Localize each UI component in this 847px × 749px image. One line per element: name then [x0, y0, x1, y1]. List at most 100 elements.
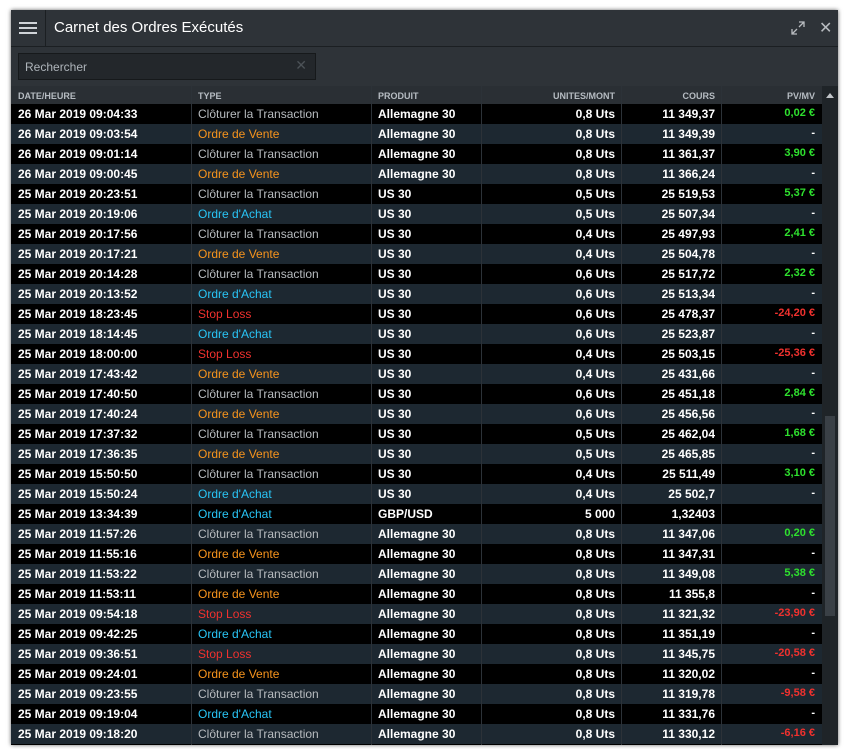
cell-product: US 30	[378, 227, 412, 241]
cell-pnl: 1,68 €	[784, 427, 815, 439]
table-row: 25 Mar 2019 20:23:51 Clôturer la Transact…	[11, 184, 822, 204]
cell-type: Clôturer la Transaction	[198, 387, 319, 401]
cell-product: Allemagne 30	[378, 147, 456, 161]
scroll-thumb[interactable]	[825, 416, 835, 616]
cell-date: 25 Mar 2019 20:19:06	[18, 207, 138, 221]
table-row: 25 Mar 2019 18:14:45 Ordre d'Achat US 30 0,…	[11, 324, 822, 344]
cell-type: Ordre de Vente	[198, 667, 280, 681]
cell-price: 1,32403	[671, 507, 715, 521]
expand-button[interactable]	[791, 21, 805, 35]
cell-price: 25 517,72	[661, 267, 715, 281]
cell-price: 25 504,78	[661, 247, 715, 261]
cell-date: 25 Mar 2019 11:55:16	[18, 547, 137, 561]
search-placeholder: Rechercher	[25, 60, 88, 74]
cell-date: 26 Mar 2019 09:04:33	[18, 107, 138, 121]
cell-product: Allemagne 30	[378, 647, 456, 661]
cell-price: 11 331,76	[662, 707, 715, 721]
cell-date: 25 Mar 2019 09:42:25	[18, 627, 138, 641]
column-separator	[621, 86, 622, 745]
cell-pnl: 2,41 €	[784, 227, 815, 239]
cell-pnl: -6,16 €	[780, 727, 815, 739]
cell-product: US 30	[378, 467, 412, 481]
cell-pnl: 5,38 €	[784, 567, 815, 579]
cell-units: 0,8 Uts	[575, 167, 615, 181]
cell-price: 11 366,24	[662, 167, 715, 181]
cell-pnl: -	[811, 367, 815, 379]
cell-pnl: -25,36 €	[774, 347, 815, 359]
cell-price: 25 513,34	[661, 287, 715, 301]
cell-price: 11 355,8	[668, 587, 715, 601]
cell-type: Ordre de Vente	[198, 247, 280, 261]
cell-date: 25 Mar 2019 17:36:35	[18, 447, 138, 461]
table-row: 25 Mar 2019 11:57:26 Clôturer la Transact…	[11, 524, 822, 544]
cell-pnl: -	[811, 167, 815, 179]
cell-price: 25 503,15	[661, 347, 715, 361]
cell-product: US 30	[378, 287, 412, 301]
cell-pnl: 2,84 €	[784, 387, 815, 399]
cell-date: 25 Mar 2019 18:23:45	[18, 307, 138, 321]
cell-type: Ordre de Vente	[198, 587, 280, 601]
cell-units: 0,8 Uts	[575, 147, 615, 161]
table-row: 25 Mar 2019 09:18:20 Clôturer la Transact…	[11, 724, 822, 744]
cell-price: 25 431,66	[661, 367, 715, 381]
cell-price: 25 523,87	[661, 327, 715, 341]
scroll-up[interactable]	[826, 93, 834, 98]
cell-price: 25 478,37	[661, 307, 715, 321]
column-separator	[371, 86, 372, 745]
cell-type: Stop Loss	[198, 647, 252, 661]
cell-type: Ordre de Vente	[198, 407, 280, 421]
cell-product: Allemagne 30	[378, 127, 456, 141]
cell-date: 25 Mar 2019 09:19:04	[18, 707, 138, 721]
menu-button[interactable]	[19, 19, 37, 37]
cell-units: 0,8 Uts	[575, 107, 615, 121]
cell-product: Allemagne 30	[378, 167, 456, 181]
cell-type: Clôturer la Transaction	[198, 227, 319, 241]
title-bar: Carnet des Ordres Exécutés ✕	[11, 10, 838, 47]
cell-price: 11 361,37	[662, 147, 715, 161]
scrollbar[interactable]	[822, 86, 838, 745]
cell-price: 11 349,39	[662, 127, 715, 141]
cell-pnl: -	[811, 487, 815, 499]
cell-type: Ordre de Vente	[198, 367, 280, 381]
cell-price: 25 519,53	[661, 187, 715, 201]
cell-type: Stop Loss	[198, 607, 252, 621]
table-row: 25 Mar 2019 18:00:00 Stop Loss US 30 0,4 Ut…	[11, 344, 822, 364]
cell-price: 11 351,19	[662, 627, 715, 641]
cell-units: 0,6 Uts	[575, 327, 615, 341]
clear-search[interactable]: ✕	[295, 57, 307, 73]
cell-date: 25 Mar 2019 18:00:00	[18, 347, 138, 361]
cell-pnl: 2,32 €	[784, 267, 815, 279]
column-separator	[721, 86, 722, 745]
cell-date: 26 Mar 2019 09:00:45	[18, 167, 138, 181]
cell-price: 11 330,12	[662, 727, 715, 741]
table-row: 25 Mar 2019 11:55:16 Ordre de Vente Allema…	[11, 544, 822, 564]
cell-units: 0,6 Uts	[575, 307, 615, 321]
cell-product: Allemagne 30	[378, 727, 456, 741]
cell-units: 0,8 Uts	[575, 667, 615, 681]
cell-product: Allemagne 30	[378, 567, 456, 581]
table-row: 25 Mar 2019 09:24:01 Ordre de Vente Allema…	[11, 664, 822, 684]
search-input[interactable]: Rechercher ✕	[18, 53, 316, 80]
cell-units: 5 000	[584, 507, 615, 521]
cell-date: 25 Mar 2019 09:54:18	[18, 607, 138, 621]
cell-pnl: -	[811, 327, 815, 339]
cell-type: Ordre d'Achat	[198, 327, 272, 341]
cell-product: US 30	[378, 487, 412, 501]
cell-type: Ordre de Vente	[198, 547, 280, 561]
cell-units: 0,6 Uts	[575, 287, 615, 301]
cell-pnl: -	[811, 667, 815, 679]
cell-pnl: -	[811, 127, 815, 139]
table-row: 25 Mar 2019 11:53:11 Ordre de Vente Allema…	[11, 584, 822, 604]
column-header: PRODUIT	[378, 91, 419, 101]
table-row: 25 Mar 2019 13:34:39 Ordre d'Achat GBP/USD…	[11, 504, 822, 524]
cell-pnl: -24,20 €	[774, 307, 815, 319]
cell-units: 0,4 Uts	[575, 487, 615, 501]
cell-product: US 30	[378, 267, 412, 281]
cell-units: 0,8 Uts	[575, 527, 615, 541]
cell-units: 0,6 Uts	[575, 407, 615, 421]
table-row: 25 Mar 2019 09:19:04 Ordre d'Achat Allemag…	[11, 704, 822, 724]
close-button[interactable]: ✕	[819, 20, 833, 37]
cell-product: Allemagne 30	[378, 627, 456, 641]
table-row: 25 Mar 2019 09:36:51 Stop Loss Allemagne 3…	[11, 644, 822, 664]
cell-type: Clôturer la Transaction	[198, 267, 319, 281]
